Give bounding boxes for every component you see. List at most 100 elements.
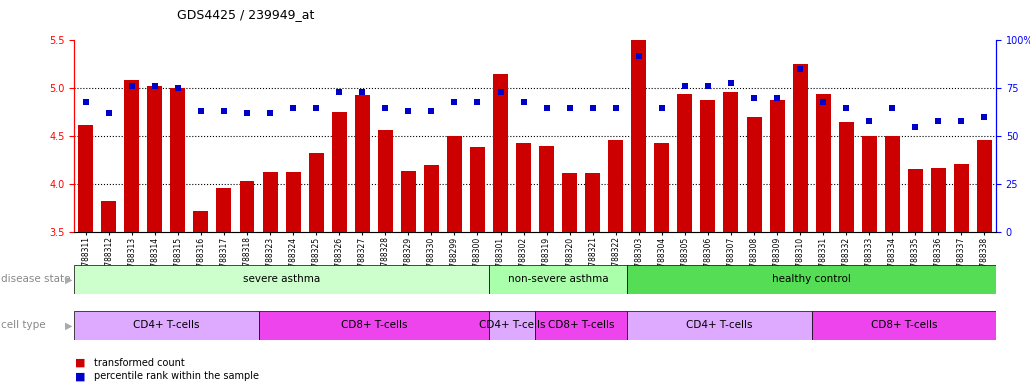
Bar [885,136,900,384]
Point [262,110,278,116]
Bar [954,164,969,384]
Text: CD8+ T-cells: CD8+ T-cells [341,320,407,331]
Bar [536,311,627,340]
Bar [631,40,646,384]
Text: GDS4425 / 239949_at: GDS4425 / 239949_at [177,8,314,21]
Bar [493,74,508,384]
Text: non-severe asthma: non-severe asthma [508,274,609,285]
Bar [285,172,301,384]
Bar [489,311,535,340]
Bar [977,140,992,384]
Point [723,79,740,86]
Bar [585,173,600,384]
Text: severe asthma: severe asthma [243,274,320,285]
Text: CD4+ T-cells: CD4+ T-cells [133,320,200,331]
Bar [263,172,277,384]
Bar [700,100,716,384]
Bar [78,125,93,384]
Text: ▶: ▶ [65,274,72,285]
Bar [862,136,877,384]
Bar [259,311,489,340]
Point [423,108,440,114]
Point [492,89,509,95]
Bar [769,100,785,384]
Point [677,83,693,89]
Bar [654,143,670,384]
Point [446,99,462,105]
Bar [907,169,923,384]
Text: CD8+ T-cells: CD8+ T-cells [548,320,615,331]
Point [815,99,831,105]
Point [331,89,347,95]
Bar [812,311,996,340]
Text: percentile rank within the sample: percentile rank within the sample [94,371,259,381]
Point [608,104,624,111]
Point [976,114,993,120]
Bar [147,86,163,384]
Point [308,104,324,111]
Point [654,104,671,111]
Point [907,124,924,130]
Point [861,118,878,124]
Bar [309,152,323,384]
Text: CD8+ T-cells: CD8+ T-cells [870,320,937,331]
Bar [170,88,185,384]
Bar [194,211,208,384]
Bar [74,311,259,340]
Bar [747,117,761,384]
Point [699,83,716,89]
Point [124,83,140,89]
Bar [627,311,812,340]
Bar [931,168,946,384]
Point [77,99,94,105]
Text: transformed count: transformed count [94,358,184,368]
Bar [240,182,254,384]
Point [101,110,117,116]
Point [239,110,255,116]
Bar [489,265,627,294]
Bar [609,140,623,384]
Point [630,53,647,59]
Bar [793,64,808,384]
Point [146,83,163,89]
Bar [447,136,461,384]
Text: healthy control: healthy control [772,274,851,285]
Bar [627,265,996,294]
Point [193,108,209,114]
Point [838,104,855,111]
Point [377,104,393,111]
Point [884,104,900,111]
Point [515,99,531,105]
Text: CD4+ T-cells: CD4+ T-cells [686,320,753,331]
Bar [401,171,416,384]
Bar [470,147,485,384]
Bar [332,112,347,384]
Bar [838,122,854,384]
Bar [539,146,554,384]
Bar [378,129,392,384]
Text: cell type: cell type [1,320,45,331]
Text: CD4+ T-cells: CD4+ T-cells [479,320,545,331]
Bar [723,92,739,384]
Point [953,118,969,124]
Point [768,95,785,101]
Bar [424,165,439,384]
Bar [562,173,577,384]
Point [746,95,762,101]
Bar [816,94,830,384]
Bar [74,265,489,294]
Bar [125,80,139,384]
Text: ▶: ▶ [65,320,72,331]
Bar [678,94,692,384]
Text: ■: ■ [75,358,85,368]
Text: ■: ■ [75,371,85,381]
Point [792,66,809,72]
Point [930,118,947,124]
Point [539,104,555,111]
Point [561,104,578,111]
Bar [216,188,232,384]
Bar [516,143,531,384]
Point [470,99,486,105]
Bar [101,200,116,384]
Bar [354,95,370,384]
